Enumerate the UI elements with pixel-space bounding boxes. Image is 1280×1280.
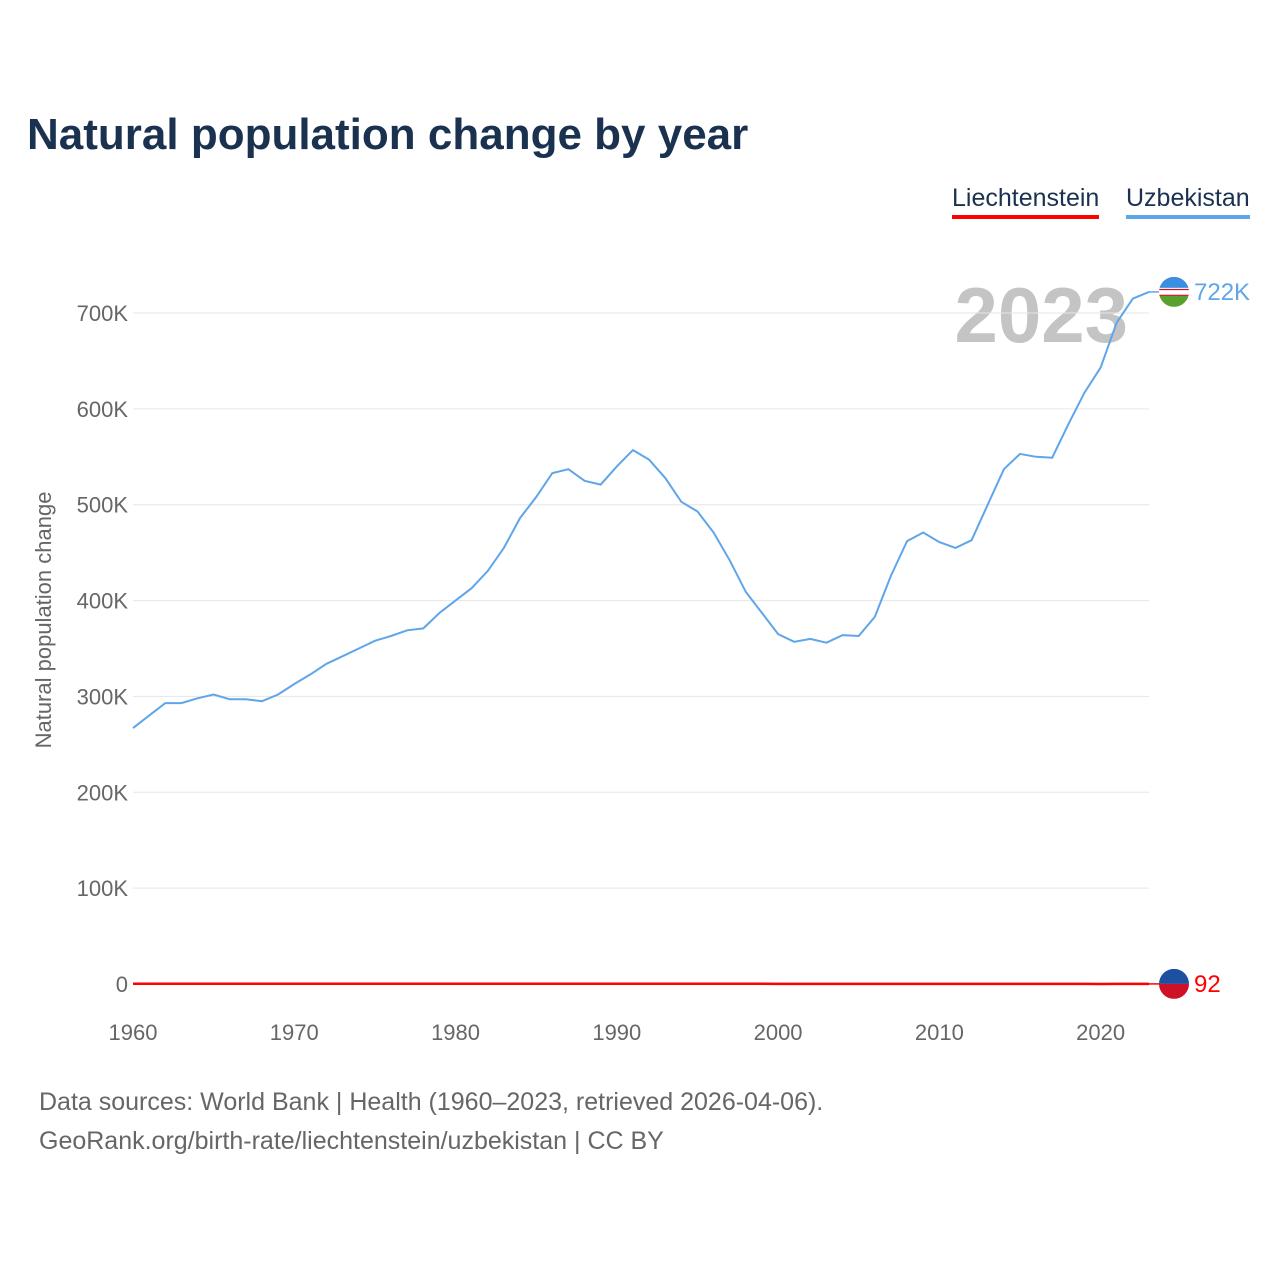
y-tick-label: 400K [77,589,129,614]
y-tick-label: 0 [116,972,128,997]
x-tick-label: 2000 [754,1020,803,1045]
series-line-uzbekistan [132,290,1150,729]
chart-title: Natural population change by year [27,110,749,159]
legend-item-uzbekistan[interactable]: Uzbekistan [1126,184,1250,219]
x-tick-label: 2010 [915,1020,964,1045]
footer-sources: Data sources: World Bank | Health (1960–… [39,1088,824,1116]
footer-link[interactable]: GeoRank.org/birth-rate/liechtenstein/uzb… [39,1127,664,1155]
y-tick-label: 500K [77,493,129,518]
y-axis-label: Natural population change [31,492,56,749]
liechtenstein-flag-icon [1159,968,1189,999]
y-tick-label: 300K [77,684,129,709]
year-watermark: 2023 [954,271,1128,359]
uzbekistan-flag-icon [1159,276,1189,307]
end-value-label-uzbekistan: 722K [1194,279,1250,306]
x-tick-label: 2020 [1076,1020,1125,1045]
legend-item-liechtenstein[interactable]: Liechtenstein [952,184,1100,219]
x-tick-label: 1970 [270,1020,319,1045]
x-tick-label: 1990 [592,1020,641,1045]
y-tick-label: 700K [77,301,129,326]
x-tick-label: 1960 [109,1020,158,1045]
x-tick-label: 1980 [431,1020,480,1045]
y-tick-label: 600K [77,397,129,422]
end-value-label-liechtenstein: 92 [1194,971,1221,998]
y-tick-label: 200K [77,780,129,805]
y-tick-label: 100K [77,876,129,901]
